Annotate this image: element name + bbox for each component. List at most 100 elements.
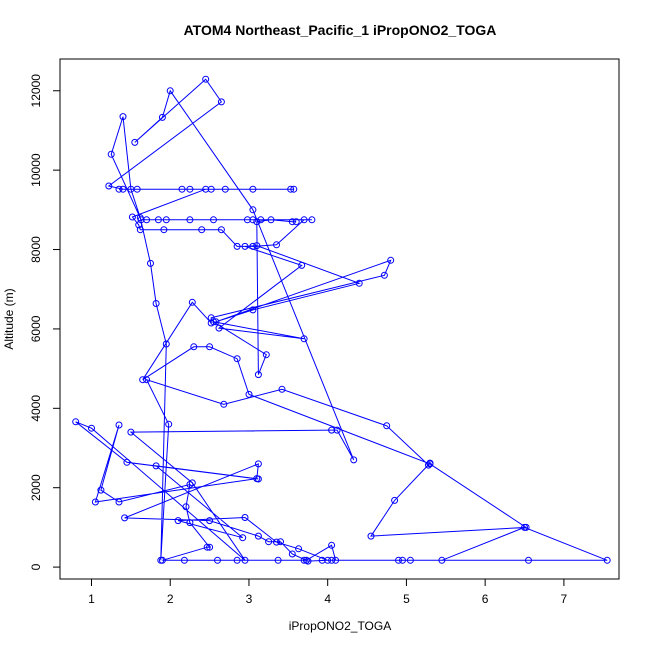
data-point xyxy=(212,318,220,326)
data-point xyxy=(249,306,257,314)
data-point xyxy=(355,279,363,287)
data-point xyxy=(399,556,406,564)
data-point xyxy=(241,556,249,564)
data-point xyxy=(267,216,275,224)
data-point xyxy=(152,300,160,307)
data-point xyxy=(157,556,165,564)
x-tick-label: 7 xyxy=(561,592,568,606)
data-point xyxy=(522,523,530,531)
data-point xyxy=(525,556,532,564)
data-point xyxy=(115,498,123,506)
data-point xyxy=(254,371,262,379)
data-point xyxy=(127,428,135,436)
data-point xyxy=(277,538,284,546)
data-point xyxy=(202,185,210,193)
data-point xyxy=(119,113,127,121)
x-tick-label: 3 xyxy=(246,592,253,606)
data-point xyxy=(383,422,391,430)
data-point xyxy=(206,543,214,551)
data-point xyxy=(107,150,115,158)
x-tick-label: 4 xyxy=(324,592,331,606)
y-axis-label: Altitude (m) xyxy=(2,288,16,349)
data-point xyxy=(221,185,229,193)
data-point xyxy=(274,556,282,564)
data-point xyxy=(154,216,162,224)
data-point xyxy=(243,216,251,224)
data-point xyxy=(273,538,280,546)
data-point xyxy=(182,503,190,511)
data-point xyxy=(188,479,196,487)
data-point xyxy=(220,400,228,408)
data-point xyxy=(214,556,221,564)
series-layer xyxy=(72,75,611,565)
data-point xyxy=(105,182,113,190)
data-point xyxy=(288,218,296,226)
data-point xyxy=(91,498,99,506)
data-point xyxy=(165,420,173,428)
data-point xyxy=(147,259,154,267)
data-point xyxy=(287,185,295,193)
data-point xyxy=(262,351,270,359)
data-point xyxy=(152,462,160,470)
data-point xyxy=(239,534,247,542)
data-point xyxy=(186,216,194,224)
data-point xyxy=(406,556,414,564)
data-point xyxy=(206,343,214,351)
data-point xyxy=(136,214,144,222)
data-point xyxy=(245,390,253,398)
data-point xyxy=(254,475,262,483)
data-point xyxy=(438,556,446,564)
data-point xyxy=(233,355,241,363)
data-point xyxy=(174,517,182,525)
data-point xyxy=(308,216,316,224)
data-point xyxy=(324,556,332,564)
data-point xyxy=(203,543,211,551)
data-point xyxy=(190,343,198,351)
x-axis-label: iPropONO2_TOGA xyxy=(289,619,391,633)
data-point xyxy=(278,385,286,393)
data-point xyxy=(292,218,300,226)
data-point xyxy=(188,298,196,306)
data-point xyxy=(241,514,249,521)
x-axis: 1 2 3 4 5 6 7 xyxy=(88,578,568,606)
data-point xyxy=(198,226,206,234)
data-point xyxy=(210,318,217,326)
data-point xyxy=(215,324,223,332)
data-point xyxy=(265,538,273,546)
data-point xyxy=(253,242,261,250)
data-point xyxy=(217,98,225,106)
data-point xyxy=(395,556,402,564)
data-point xyxy=(295,545,303,553)
data-point xyxy=(254,460,262,468)
chart-title: ATOM4 Northeast_Pacific_1 iPropONO2_TOGA xyxy=(184,22,497,38)
data-point xyxy=(186,185,194,193)
data-point xyxy=(300,335,308,343)
data-point xyxy=(143,376,151,384)
data-point xyxy=(249,242,257,250)
data-point xyxy=(603,556,611,564)
data-point xyxy=(127,185,135,193)
data-point xyxy=(72,418,80,426)
data-point xyxy=(241,242,249,250)
y-tick-label: 10000 xyxy=(29,153,43,187)
data-point xyxy=(367,532,375,540)
data-point xyxy=(97,486,105,494)
data-point xyxy=(131,138,139,146)
data-point xyxy=(180,556,188,564)
data-point xyxy=(202,75,210,83)
data-point xyxy=(115,185,123,193)
data-point xyxy=(391,496,399,504)
data-point xyxy=(206,517,214,525)
data-point xyxy=(328,556,336,564)
data-point xyxy=(425,461,432,469)
data-point xyxy=(158,113,166,121)
data-point xyxy=(123,458,131,466)
data-point xyxy=(210,216,217,224)
data-point xyxy=(253,218,261,226)
data-point xyxy=(139,376,147,384)
data-point xyxy=(121,514,129,522)
data-point xyxy=(186,519,194,527)
data-point xyxy=(249,185,257,193)
